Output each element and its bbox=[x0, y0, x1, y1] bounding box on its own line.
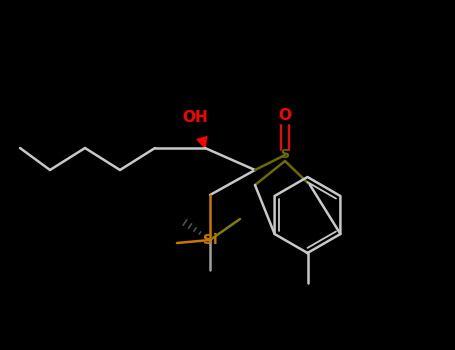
Polygon shape bbox=[197, 136, 207, 148]
Text: S: S bbox=[280, 148, 289, 161]
Text: OH: OH bbox=[182, 111, 208, 126]
Text: Si: Si bbox=[202, 233, 217, 247]
Text: O: O bbox=[278, 107, 292, 122]
